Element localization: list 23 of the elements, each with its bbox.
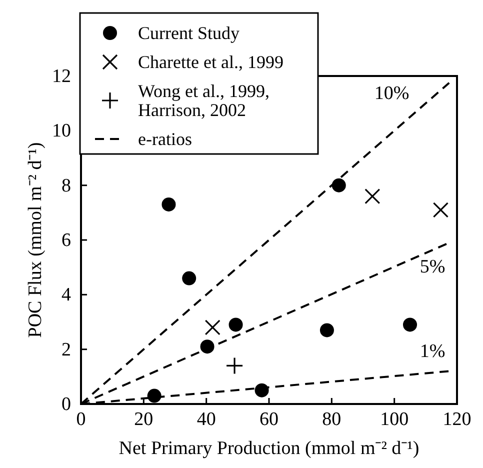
- x-tick-label: 40: [196, 409, 216, 430]
- annotation: 5%: [420, 256, 446, 278]
- annotation: 10%: [374, 82, 410, 104]
- x-tick-label: 0: [76, 409, 86, 430]
- x-axis-title: Net Primary Production (mmol m⁻² d⁻¹): [118, 438, 420, 459]
- legend-label: Current Study: [138, 23, 240, 43]
- y-tick-label: 0: [62, 394, 71, 415]
- annotation: 1%: [420, 341, 446, 362]
- y-tick-label: 6: [62, 230, 71, 251]
- x-tick-label: 120: [442, 409, 472, 430]
- x-tick-label: 20: [134, 409, 154, 430]
- legend-label: e-ratios: [138, 129, 192, 149]
- y-tick-label: 2: [62, 339, 71, 360]
- y-tick-label: 8: [62, 175, 71, 196]
- legend-label: Charette et al., 1999: [138, 52, 284, 72]
- x-tick-label: 60: [260, 409, 278, 430]
- y-tick-label: 12: [52, 66, 71, 87]
- x-tick-label: 100: [380, 409, 409, 430]
- legend-label: Wong et al., 1999, Harrison, 2002: [138, 81, 270, 120]
- y-axis-title: POC Flux (mmol m⁻² d⁻¹): [25, 142, 46, 338]
- y-tick-label: 4: [62, 284, 72, 306]
- y-tick-label: 10: [52, 120, 71, 142]
- x-tick-label: 80: [322, 409, 342, 430]
